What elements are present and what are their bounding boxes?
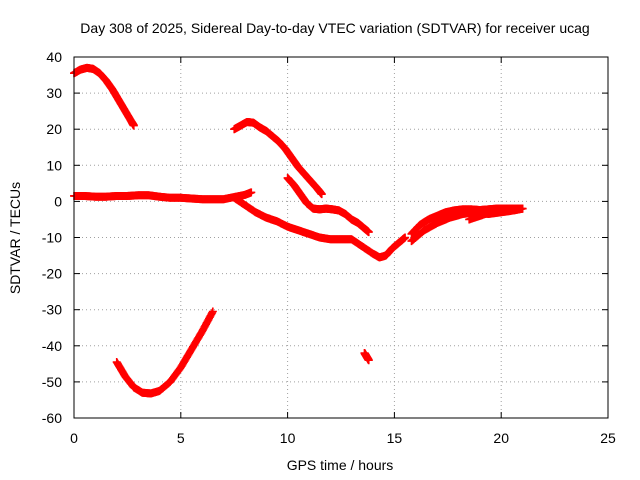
series-arc-3 (112, 307, 217, 398)
series-arc-6 (283, 173, 373, 237)
y-axis-label: SDTVAR / TECUs (7, 182, 23, 294)
x-tick-label: 20 (493, 430, 509, 446)
y-tick-label: 0 (54, 193, 62, 209)
grid (74, 57, 608, 418)
data-point (364, 228, 373, 237)
series-arc-5 (230, 193, 410, 262)
axis-ticks: 0 5 10 15 20 25 -60 -50 -40 -30 -20 -10 0 10 20 30 40 (42, 49, 616, 446)
series-arc-2 (70, 188, 256, 204)
x-tick-label: 5 (177, 430, 185, 446)
data-point (518, 204, 527, 213)
chart-title: Day 308 of 2025, Sidereal Day-to-day VTE… (80, 20, 589, 36)
series-arc-10 (465, 204, 527, 224)
data-points (70, 63, 527, 398)
data-point (129, 121, 138, 130)
x-tick-label: 15 (387, 430, 403, 446)
x-tick-label: 0 (70, 430, 78, 446)
y-tick-label: -10 (42, 230, 62, 246)
data-point (364, 356, 373, 365)
series-arc-7 (360, 349, 373, 365)
series-arc-4 (230, 117, 326, 199)
series-arc-1 (70, 63, 138, 130)
y-tick-label: 10 (46, 157, 62, 173)
y-tick-label: -20 (42, 266, 62, 282)
y-tick-label: -60 (42, 410, 62, 426)
y-tick-label: -50 (42, 374, 62, 390)
data-point (247, 188, 256, 197)
y-tick-label: 30 (46, 85, 62, 101)
plot-frame (73, 56, 609, 419)
y-tick-label: -30 (42, 302, 62, 318)
data-point (208, 307, 217, 316)
x-tick-label: 25 (600, 430, 616, 446)
x-tick-label: 10 (280, 430, 296, 446)
y-tick-label: 20 (46, 121, 62, 137)
data-point (317, 190, 326, 199)
x-axis-label: GPS time / hours (287, 457, 394, 473)
y-tick-label: 40 (46, 49, 62, 65)
y-tick-label: -40 (42, 338, 62, 354)
data-point (401, 233, 410, 242)
